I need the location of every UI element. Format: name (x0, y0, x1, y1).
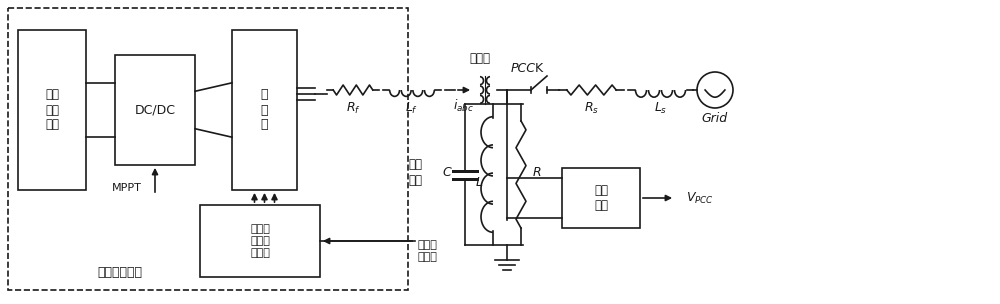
Text: $L_f$: $L_f$ (405, 100, 419, 116)
Bar (115, 55, 195, 165)
Text: $R$: $R$ (532, 166, 542, 179)
Bar (562, 168, 640, 228)
Bar (200, 205, 320, 277)
Text: 逆变器
驱动控
制电路: 逆变器 驱动控 制电路 (250, 224, 270, 257)
Text: 逆
变
器: 逆 变 器 (261, 88, 268, 132)
Text: $R_s$: $R_s$ (584, 100, 599, 116)
Text: Grid: Grid (702, 112, 728, 125)
Text: 光伏
电池
阵列: 光伏 电池 阵列 (45, 88, 59, 132)
Text: K: K (535, 61, 543, 74)
Text: $V_{PCC}$: $V_{PCC}$ (686, 190, 714, 206)
Text: DC/DC: DC/DC (134, 103, 176, 116)
Text: PCC: PCC (511, 61, 536, 74)
Text: $i_{abc}$: $i_{abc}$ (453, 98, 475, 114)
Text: $L$: $L$ (475, 176, 483, 189)
Text: 变压器: 变压器 (470, 51, 490, 64)
Text: 负序电
流注入: 负序电 流注入 (418, 240, 438, 262)
Bar (232, 30, 297, 190)
Text: $C$: $C$ (442, 166, 452, 179)
Text: 负荷
模型: 负荷 模型 (408, 158, 422, 186)
Bar (8, 8, 408, 290)
Text: 光伏发电系统: 光伏发电系统 (98, 265, 143, 278)
Bar (18, 30, 86, 190)
Text: $R_f$: $R_f$ (346, 100, 360, 116)
Text: $L_s$: $L_s$ (654, 100, 667, 116)
Text: MPPT: MPPT (112, 183, 142, 193)
Text: 测量
模块: 测量 模块 (594, 184, 608, 212)
